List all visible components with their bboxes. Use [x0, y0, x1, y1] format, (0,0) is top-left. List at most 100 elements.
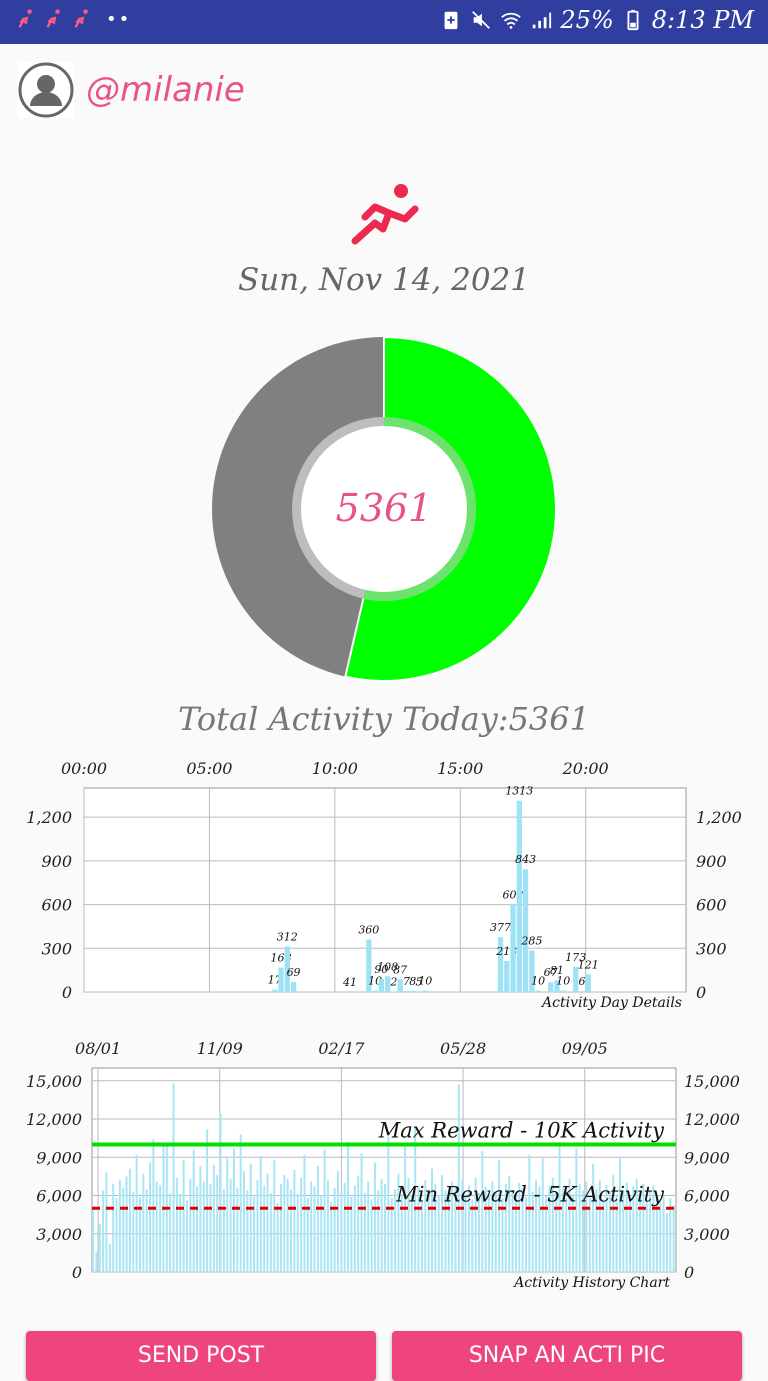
chart1-data-label: 10 [418, 975, 432, 988]
username[interactable]: @milanie [86, 70, 245, 110]
signal-icon [530, 9, 552, 31]
profile-header[interactable]: @milanie [18, 62, 245, 118]
chart2-bar [367, 1181, 369, 1272]
chart2-bar [209, 1184, 211, 1272]
chart2-x-tick: 02/17 [318, 1039, 365, 1058]
chart2-bar [115, 1198, 117, 1272]
chart2-bar [481, 1151, 483, 1272]
chart1-y-tick-right: 300 [696, 939, 727, 958]
notification-icons: •• [14, 8, 131, 30]
chart1-bar [579, 991, 584, 992]
chart2-bar [149, 1162, 151, 1272]
chart1-bar [278, 968, 283, 992]
chart2-bar [173, 1083, 175, 1272]
chart2-bar [189, 1179, 191, 1272]
chart2-y-tick-left: 3,000 [36, 1225, 82, 1244]
chart2-bar [233, 1148, 235, 1272]
chart2-bar [411, 1196, 413, 1273]
chart2-bar [364, 1193, 366, 1272]
chart2-bar [119, 1180, 121, 1272]
running-logo-icon [345, 183, 421, 245]
chart2-y-tick-left: 9,000 [36, 1148, 82, 1167]
chart1-bar [404, 991, 409, 992]
chart2-bar [256, 1180, 258, 1272]
chart2-bar [230, 1179, 232, 1272]
chart1-x-tick: 10:00 [312, 759, 358, 778]
chart2-bar [303, 1155, 305, 1272]
chart2-y-tick-left: 0 [72, 1263, 82, 1282]
chart2-bar [300, 1178, 302, 1272]
chart1-data-label: 312 [277, 931, 298, 944]
chart2-bar [374, 1162, 376, 1272]
chart2-bar [619, 1157, 621, 1272]
chart1-y-tick-right: 900 [696, 852, 727, 871]
chart2-bar [159, 1185, 161, 1272]
chart1-data-label: 41 [342, 976, 357, 989]
battery-saver-icon [440, 9, 462, 31]
chart2-bar [297, 1194, 299, 1272]
chart2-bar [102, 1190, 104, 1272]
chart2-bar [250, 1164, 252, 1272]
chart2-bar [354, 1185, 356, 1272]
running-icon [42, 8, 64, 30]
chart1-data-label: 377 [490, 921, 511, 934]
chart2-bar [330, 1202, 332, 1272]
activity-center-value: 5361 [284, 486, 484, 530]
chart2-bar [310, 1181, 312, 1272]
chart2-bar [673, 1206, 675, 1272]
battery-percent: 25% [560, 6, 613, 34]
chart2-bar [122, 1188, 124, 1272]
clock: 8:13 PM [652, 6, 754, 34]
chart2-bar [109, 1244, 111, 1272]
chart1-data-label: 69 [287, 966, 301, 979]
chart2-bar [602, 1199, 604, 1272]
chart1-y-tick-left: 300 [41, 939, 72, 958]
avatar[interactable] [18, 62, 74, 118]
chart1-bar [372, 991, 377, 992]
status-bar: •• 25% 8:13 PM [0, 0, 768, 44]
chart2-bar [277, 1203, 279, 1272]
chart2-bar [156, 1181, 158, 1272]
chart1-data-label: 1313 [505, 785, 533, 798]
chart1-x-tick: 00:00 [61, 759, 107, 778]
chart2-bar [542, 1159, 544, 1272]
chart2-bar [663, 1196, 665, 1273]
chart2-bar [438, 1196, 440, 1273]
chart2-bar [387, 1137, 389, 1272]
chart2-bar [273, 1160, 275, 1272]
chart1-bar [423, 991, 428, 992]
chart2-bar [283, 1175, 285, 1272]
chart2-y-tick-right: 9,000 [684, 1148, 730, 1167]
chart2-bar [176, 1178, 178, 1272]
chart2-bar [186, 1201, 188, 1272]
chart1-data-label: 843 [515, 853, 536, 866]
chart1-y-tick-right: 0 [696, 983, 706, 1002]
chart1-bar [536, 991, 541, 992]
chart2-bar [267, 1174, 269, 1272]
chart2-bar [371, 1199, 373, 1272]
chart2-bar [337, 1171, 339, 1272]
chart1-y-tick-right: 1,200 [696, 808, 742, 827]
chart2-bar [105, 1173, 107, 1272]
mute-icon [470, 9, 492, 31]
chart2-bar [263, 1185, 265, 1272]
chart2-bar [206, 1129, 208, 1272]
battery-icon [622, 9, 644, 31]
chart2-bar [132, 1192, 134, 1272]
chart2-bar [179, 1194, 181, 1272]
chart1-y-tick-left: 1,200 [26, 808, 72, 827]
chart2-bar [334, 1188, 336, 1272]
chart2-bar [142, 1174, 144, 1272]
chart2-title: Activity History Chart [512, 1275, 670, 1291]
chart2-bar [280, 1184, 282, 1272]
chart2-bar [99, 1224, 101, 1272]
chart2-bar [136, 1155, 138, 1272]
chart1-y-tick-left: 600 [41, 896, 72, 915]
chart1-bar [586, 974, 591, 992]
snap-pic-button[interactable]: SNAP AN ACTI PIC [392, 1331, 742, 1381]
chart2-bar [646, 1201, 648, 1272]
send-post-button[interactable]: SEND POST [26, 1331, 376, 1381]
chart2-bar [199, 1166, 201, 1272]
chart2-x-tick: 05/28 [440, 1039, 486, 1058]
